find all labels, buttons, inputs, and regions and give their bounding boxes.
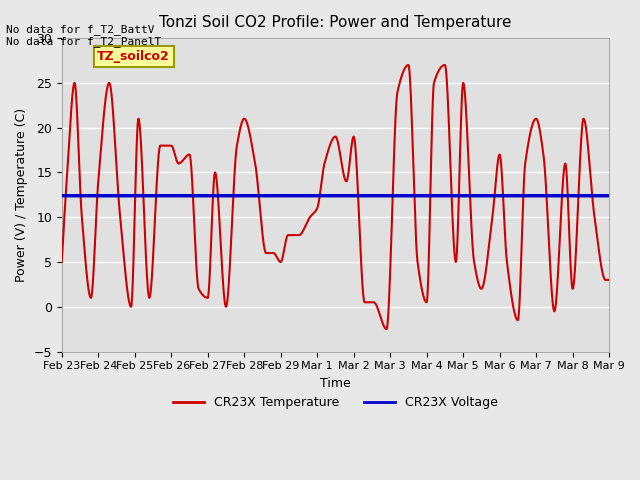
Text: TZ_soilco2: TZ_soilco2	[97, 50, 170, 63]
Text: No data for f_T2_BattV
No data for f_T2_PanelT: No data for f_T2_BattV No data for f_T2_…	[6, 24, 162, 48]
X-axis label: Time: Time	[320, 377, 351, 390]
Legend: CR23X Temperature, CR23X Voltage: CR23X Temperature, CR23X Voltage	[168, 391, 503, 414]
Title: Tonzi Soil CO2 Profile: Power and Temperature: Tonzi Soil CO2 Profile: Power and Temper…	[159, 15, 512, 30]
Y-axis label: Power (V) / Temperature (C): Power (V) / Temperature (C)	[15, 108, 28, 282]
